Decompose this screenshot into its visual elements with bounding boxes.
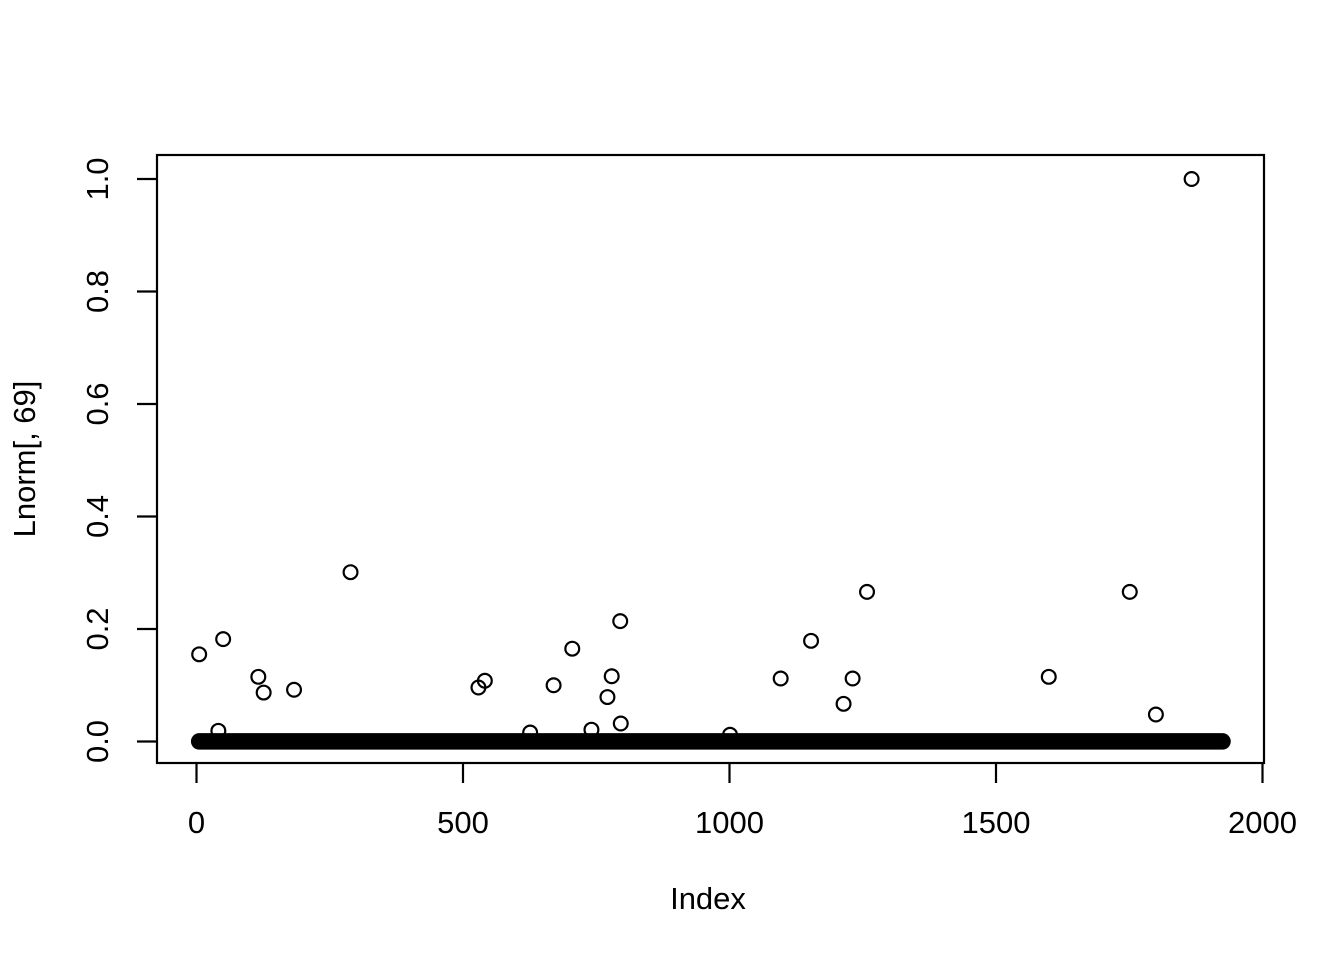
data-point — [215, 631, 232, 648]
data-point — [599, 689, 616, 706]
data-point — [545, 677, 562, 694]
data-point — [844, 670, 861, 687]
data-point — [803, 632, 820, 649]
data-point — [564, 640, 581, 657]
data-point — [835, 695, 852, 712]
data-point — [603, 668, 620, 685]
data-point — [612, 715, 629, 732]
data-point — [1040, 668, 1057, 685]
y-axis-tick-label: 0.2 — [80, 607, 115, 650]
y-axis-tick-label: 0.4 — [80, 495, 115, 538]
data-point — [255, 684, 272, 701]
data-point — [191, 646, 208, 663]
data-point — [612, 613, 629, 630]
data-point — [772, 670, 789, 687]
y-axis-tick-label: 1.0 — [80, 157, 115, 200]
data-point — [1121, 583, 1138, 600]
x-axis-tick-label: 1000 — [695, 805, 764, 840]
y-axis-tick-label: 0.0 — [80, 720, 115, 763]
x-axis-tick-label: 1500 — [962, 805, 1031, 840]
y-axis-tick-label: 0.6 — [80, 382, 115, 425]
x-axis-tick-label: 2000 — [1228, 805, 1297, 840]
x-axis-title: Index — [670, 881, 746, 916]
data-point — [1183, 171, 1200, 188]
y-axis-title: Lnorm[, 69] — [7, 381, 42, 538]
data-point — [1147, 706, 1164, 723]
data-point — [250, 668, 267, 685]
data-point — [476, 672, 493, 689]
x-axis-tick-label: 500 — [437, 805, 489, 840]
data-point — [342, 564, 359, 581]
x-axis-tick-label: 0 — [188, 805, 205, 840]
data-point — [286, 681, 303, 698]
plot-box — [155, 153, 1266, 765]
data-point — [859, 583, 876, 600]
y-axis-tick-label: 0.8 — [80, 270, 115, 313]
